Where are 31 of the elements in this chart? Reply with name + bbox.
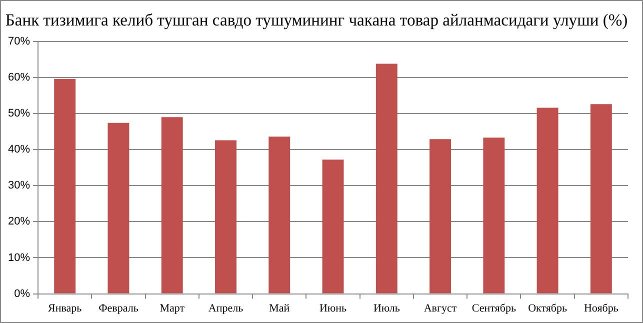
x-tick-label: Июль xyxy=(373,302,400,314)
y-tick-label: 60% xyxy=(8,71,30,84)
bar xyxy=(108,122,130,294)
bar xyxy=(590,104,612,294)
x-tick-label: Январь xyxy=(48,302,82,314)
bar xyxy=(322,160,344,294)
x-tick-label: Март xyxy=(160,302,185,314)
x-tick-label: Ноябрь xyxy=(584,302,618,314)
bar xyxy=(54,78,76,294)
y-tick-label: 50% xyxy=(8,108,30,120)
x-tick-label: Май xyxy=(269,302,290,314)
x-tick-label: Сентябрь xyxy=(472,302,516,314)
bar xyxy=(376,64,398,294)
chart-title: Банк тизимига келиб тушган савдо тушумининг чакана товар айланмасидаги улуши (%) xyxy=(5,10,628,30)
y-tick-label: 20% xyxy=(8,216,30,228)
x-tick-label: Февраль xyxy=(98,302,138,314)
x-tick-label: Апрель xyxy=(208,302,244,314)
x-tick-label: Июнь xyxy=(319,302,347,314)
y-tick-label: 70% xyxy=(8,35,30,48)
bar xyxy=(268,136,290,294)
x-tick-label: Август xyxy=(424,302,457,314)
bar xyxy=(215,140,236,294)
bar xyxy=(483,138,505,294)
y-tick-label: 0% xyxy=(14,288,30,300)
bar xyxy=(161,117,183,294)
y-tick-label: 30% xyxy=(8,180,30,192)
bar xyxy=(536,108,558,294)
x-tick-label: Октябрь xyxy=(528,302,568,314)
bar xyxy=(430,139,452,294)
y-tick-label: 40% xyxy=(8,144,30,156)
y-tick-label: 10% xyxy=(8,252,30,264)
